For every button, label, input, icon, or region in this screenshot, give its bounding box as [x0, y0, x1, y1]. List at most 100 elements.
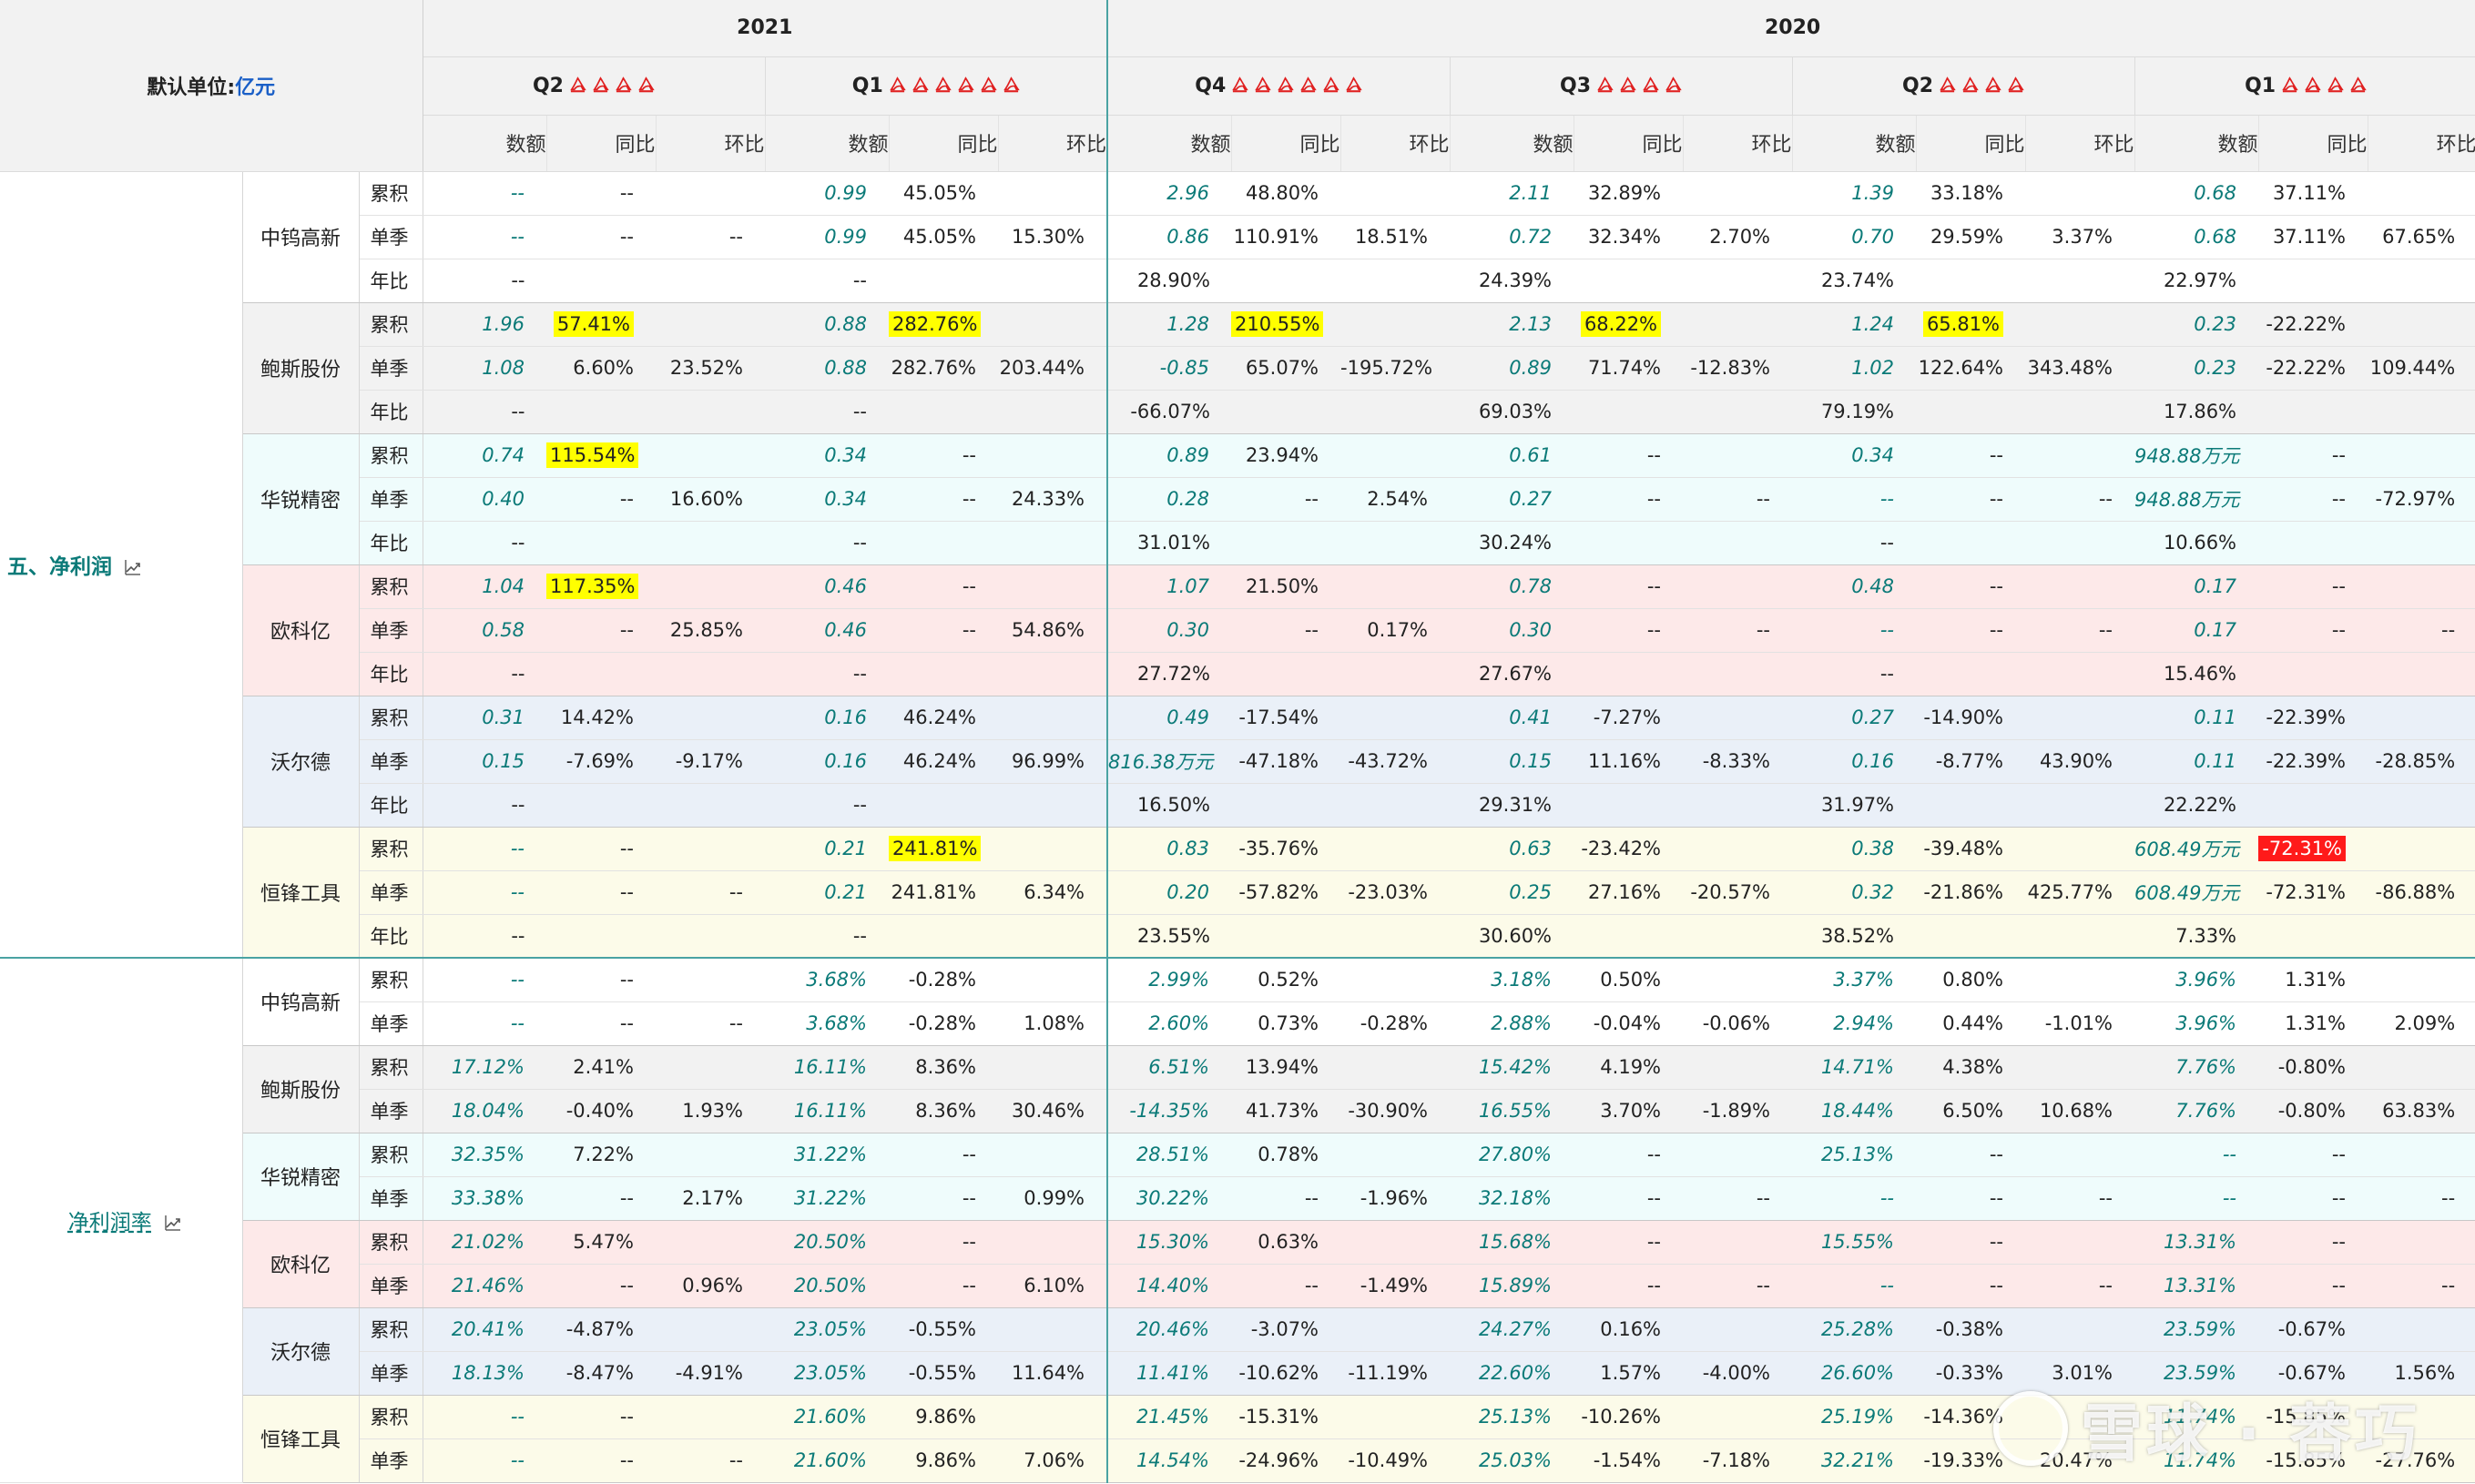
quarter-2020-Q1: Q1	[2134, 56, 2475, 116]
col-header-amount[interactable]: 数额	[765, 115, 890, 172]
pdf-report-icon[interactable]	[889, 76, 906, 94]
yoy-cell: 3.70%	[1574, 1089, 1684, 1133]
yoy-cell: -0.04%	[1574, 1001, 1684, 1046]
yoy-value: -17.54%	[1238, 706, 1319, 728]
amount-cell: 0.17	[2134, 564, 2259, 609]
yoy-value: 65.81%	[1922, 311, 2004, 337]
col-header-qoq[interactable]: 环比	[2368, 115, 2475, 172]
col-header-amount[interactable]: 数额	[2134, 115, 2259, 172]
pdf-report-icon[interactable]	[1642, 76, 1659, 94]
amount-cell: 25.03%	[1450, 1438, 1574, 1483]
yoy-value: -39.48%	[1923, 838, 2004, 859]
pdf-report-icon[interactable]	[2349, 76, 2367, 94]
yoy-value: 8.36%	[915, 1056, 976, 1078]
col-header-qoq[interactable]: 环比	[1683, 115, 1793, 172]
annual-ratio-value: --	[511, 924, 525, 947]
col-header-yoy[interactable]: 同比	[546, 115, 657, 172]
pdf-report-icon[interactable]	[615, 76, 632, 94]
amount-cell: 0.86	[1107, 215, 1232, 259]
pdf-report-icon[interactable]	[1299, 76, 1317, 94]
pdf-report-icon[interactable]	[1984, 76, 2001, 94]
pdf-report-icon[interactable]	[2327, 76, 2344, 94]
pdf-report-icon[interactable]	[569, 76, 586, 94]
yoy-cell: 13.94%	[1231, 1045, 1341, 1090]
pdf-report-icon[interactable]	[934, 76, 952, 94]
pdf-report-icon[interactable]	[2007, 76, 2024, 94]
pdf-report-icon[interactable]	[1003, 76, 1020, 94]
yoy-cell: --	[1231, 477, 1341, 522]
qoq-cell: -1.89%	[1683, 1089, 1793, 1133]
col-header-amount[interactable]: 数额	[423, 115, 547, 172]
pdf-report-icon[interactable]	[1939, 76, 1956, 94]
yoy-cell: --	[546, 608, 656, 653]
pdf-report-icon[interactable]	[1322, 76, 1339, 94]
qoq-cell: 16.60%	[656, 477, 765, 522]
col-header-qoq[interactable]: 环比	[656, 115, 766, 172]
metric-label[interactable]: 五、净利润	[7, 554, 112, 579]
yoy-cell: 282.76%	[889, 346, 998, 391]
pdf-report-icon[interactable]	[1961, 76, 1979, 94]
table-row: 年比 -- -- 16.50% 29.31% 31.97% 22.22%	[0, 783, 2475, 828]
yoy-cell: --	[889, 1176, 998, 1221]
trend-chart-icon[interactable]	[125, 557, 141, 575]
pdf-report-icon[interactable]	[1231, 76, 1248, 94]
pdf-report-icon[interactable]	[912, 76, 929, 94]
metric-net-margin[interactable]: 净利润率	[0, 957, 243, 1483]
amount-cell: 27.80%	[1450, 1133, 1574, 1177]
amount-cell: 21.46%	[423, 1264, 546, 1308]
yoy-cell: -22.39%	[2258, 696, 2368, 740]
yoy-value: -72.31%	[2266, 881, 2347, 903]
pdf-report-icon[interactable]	[1665, 76, 1682, 94]
yoy-cell: -57.82%	[1231, 870, 1341, 915]
col-header-yoy[interactable]: 同比	[1231, 115, 1341, 172]
yoy-cell: --	[889, 608, 998, 653]
company-name: 中钨高新	[242, 957, 360, 1046]
col-header-qoq[interactable]: 环比	[2025, 115, 2135, 172]
annual-ratio-cell: 17.86%	[2134, 390, 2475, 434]
qoq-cell: 109.44%	[2368, 346, 2475, 391]
row-type-label: 累积	[359, 1220, 423, 1265]
col-header-amount[interactable]: 数额	[1792, 115, 1917, 172]
amount-cell: 18.13%	[423, 1351, 546, 1396]
col-header-amount[interactable]: 数额	[1107, 115, 1232, 172]
qoq-cell: -28.85%	[2368, 739, 2475, 784]
col-header-yoy[interactable]: 同比	[889, 115, 999, 172]
yoy-value: --	[2331, 1231, 2347, 1253]
yoy-cell: -72.31%	[2258, 870, 2368, 915]
yoy-value: -7.69%	[565, 750, 634, 772]
pdf-report-icon[interactable]	[1345, 76, 1362, 94]
qoq-cell	[656, 302, 765, 347]
pdf-report-icon[interactable]	[980, 76, 997, 94]
pdf-report-icon[interactable]	[1619, 76, 1636, 94]
unit-value-link[interactable]: 亿元	[235, 76, 276, 99]
col-header-amount[interactable]: 数额	[1450, 115, 1574, 172]
pdf-report-icon[interactable]	[2281, 76, 2298, 94]
table-row: 欧科亿 累积 1.04 117.35% 0.46 -- 1.07 21.50% 0.78 -- 0.…	[0, 564, 2475, 696]
pdf-report-icon[interactable]	[637, 76, 655, 94]
pdf-report-icon[interactable]	[1277, 76, 1294, 94]
pdf-report-icon[interactable]	[1596, 76, 1614, 94]
pdf-report-icon[interactable]	[1254, 76, 1271, 94]
qoq-cell	[656, 171, 765, 216]
metric-label[interactable]: 净利润率	[67, 1211, 152, 1235]
row-type-label: 单季	[359, 739, 423, 784]
amount-cell: --	[1792, 477, 1917, 522]
amount-cell: 24.27%	[1450, 1307, 1574, 1352]
pdf-report-icon[interactable]	[2304, 76, 2321, 94]
metric-net-profit[interactable]: 五、净利润	[0, 171, 243, 959]
yoy-value: 65.07%	[1245, 357, 1319, 379]
col-header-yoy[interactable]: 同比	[2258, 115, 2368, 172]
pdf-report-icon[interactable]	[957, 76, 974, 94]
pdf-report-icon[interactable]	[592, 76, 609, 94]
col-header-yoy[interactable]: 同比	[1916, 115, 2026, 172]
amount-cell: 1.24	[1792, 302, 1917, 347]
yoy-value: -24.96%	[1238, 1449, 1319, 1471]
yoy-cell: 0.52%	[1231, 957, 1341, 1002]
trend-chart-icon[interactable]	[165, 1213, 181, 1231]
qoq-cell	[2368, 1220, 2475, 1265]
yoy-cell: 14.42%	[546, 696, 656, 740]
col-header-yoy[interactable]: 同比	[1574, 115, 1684, 172]
col-header-qoq[interactable]: 环比	[998, 115, 1109, 172]
yoy-cell: 0.50%	[1574, 957, 1684, 1002]
col-header-qoq[interactable]: 环比	[1340, 115, 1451, 172]
